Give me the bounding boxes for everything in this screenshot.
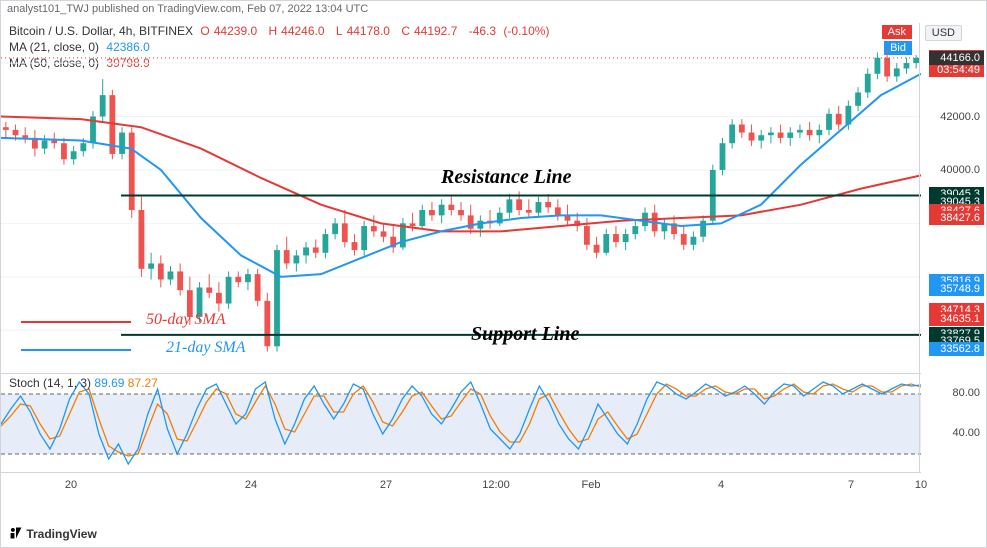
support-annotation: Support Line bbox=[471, 323, 579, 346]
stoch-panel[interactable]: Stoch (14, 1, 3) 89.69 87.27 bbox=[1, 373, 921, 473]
stoch-y-axis: 80.0040.00 bbox=[919, 373, 986, 473]
tradingview-logo: TradingView bbox=[9, 526, 97, 541]
price-tag: 34635.1 bbox=[929, 312, 984, 326]
sma50-legend-text: 50-day SMA bbox=[146, 311, 226, 329]
price-chart[interactable] bbox=[1, 23, 921, 373]
price-tag: 33562.8 bbox=[929, 342, 984, 356]
publish-info: analyst101_TWJ published on TradingView.… bbox=[7, 3, 368, 15]
stoch-label: Stoch (14, 1, 3) 89.69 87.27 bbox=[9, 376, 158, 390]
price-tag: 03:54:49 bbox=[929, 63, 984, 77]
price-y-axis: 40000.042000.044198.044192.703:54:494416… bbox=[919, 23, 986, 373]
resistance-annotation: Resistance Line bbox=[441, 166, 572, 189]
sma50-legend-line bbox=[21, 321, 131, 323]
sma21-legend-line bbox=[21, 349, 131, 351]
price-tag: 35748.9 bbox=[929, 282, 984, 296]
sma21-legend-text: 21-day SMA bbox=[166, 339, 246, 357]
price-tag: 38427.6 bbox=[929, 211, 984, 225]
price-tag: 44166.0 bbox=[929, 51, 984, 65]
time-x-axis: 20242712:00Feb4710 bbox=[1, 473, 921, 513]
